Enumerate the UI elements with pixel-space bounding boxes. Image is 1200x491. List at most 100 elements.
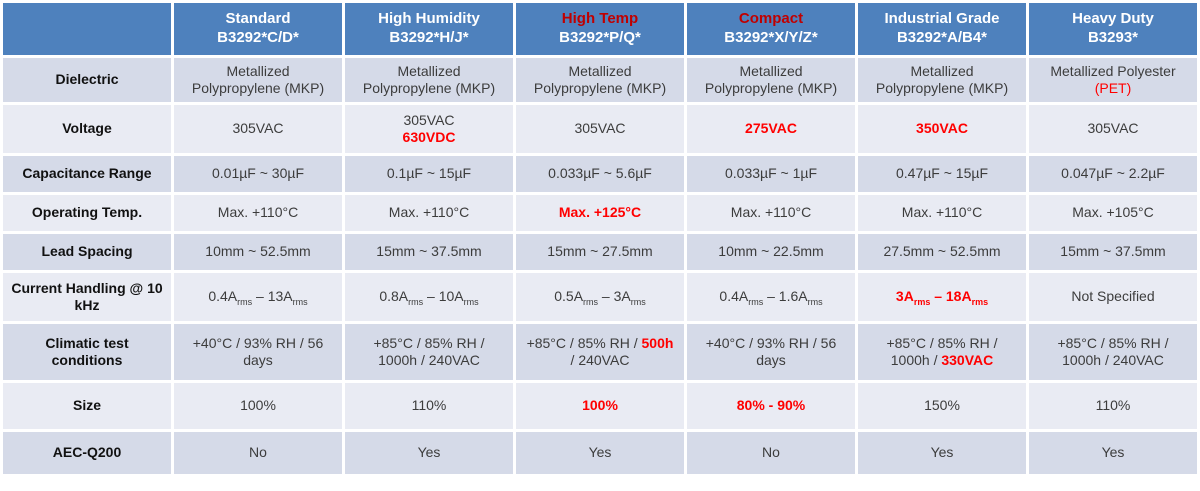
cell: 0.4Arms – 1.6Arms [687,273,855,321]
cell-text: 15mm ~ 27.5mm [547,243,653,260]
series-name: Compact [738,10,804,28]
cell-text: Max. +110°C [901,204,983,221]
cell: +85°C / 85% RH / 1000h / 330VAC [858,324,1026,380]
cell-text: Max. +105°C [1072,204,1154,221]
cell-text: 275VAC [745,120,797,137]
cell-text: – 18A [930,288,972,305]
cell: Yes [1029,432,1197,474]
cell-text: 630VDC [402,129,456,145]
cell: 10mm ~ 22.5mm [687,234,855,270]
cell-text: 15mm ~ 37.5mm [376,243,482,260]
capacitor-series-comparison-table: Standard B3292*C/D* High Humidity B3292*H/J… [3,3,1197,474]
series-part-number: B3292*C/D* [217,29,299,46]
cell-text: Metallized Polypropylene (MKP) [533,62,667,97]
series-part-number: B3292*H/J* [389,29,469,46]
series-name: Industrial Grade [884,10,1000,28]
cell-text: 0.033µF ~ 1µF [724,165,817,182]
cell-text: 10mm ~ 22.5mm [718,243,824,260]
cell-text: 0.033µF ~ 5.6µF [548,165,652,182]
series-name: Standard [225,10,291,28]
unit-subscript: rms [807,297,823,308]
series-name: High Humidity [378,10,480,28]
table-row: Dielectric Metallized Polypropylene (MKP)… [3,58,1197,102]
cell-text: 0.047µF ~ 2.2µF [1061,165,1165,182]
row-label: Current Handling @ 10 kHz [3,273,171,321]
table-row: Lead Spacing 10mm ~ 52.5mm 15mm ~ 37.5mm 15… [3,234,1197,270]
cell: +85°C / 85% RH / 500h / 240VAC [516,324,684,380]
series-part-number: B3292*X/Y/Z* [724,29,818,46]
series-name: Heavy Duty [1072,10,1154,28]
unit-subscript: rms [748,297,764,308]
cell: +40°C / 93% RH / 56 days [687,324,855,380]
cell-text: 80% - 90% [736,397,806,414]
cell-text: No [249,444,267,461]
cell: Max. +110°C [858,195,1026,231]
column-header-standard: Standard B3292*C/D* [174,3,342,55]
cell-text: – 3A [598,288,631,305]
cell-text: 500h [641,334,674,351]
cell: 0.047µF ~ 2.2µF [1029,156,1197,192]
cell: 0.8Arms – 10Arms [345,273,513,321]
series-part-number: B3292*P/Q* [559,29,641,46]
cell: 27.5mm ~ 52.5mm [858,234,1026,270]
cell-text: 27.5mm ~ 52.5mm [883,243,1001,260]
cell: 0.01µF ~ 30µF [174,156,342,192]
cell: Max. +125°C [516,195,684,231]
table-row: Current Handling @ 10 kHz 0.4Arms – 13Arm… [3,273,1197,321]
cell: Yes [858,432,1026,474]
column-header-industrial-grade: Industrial Grade B3292*A/B4* [858,3,1026,55]
cell: 15mm ~ 37.5mm [345,234,513,270]
cell: 10mm ~ 52.5mm [174,234,342,270]
cell-text: 100% [582,397,618,414]
unit-subscript: rms [971,297,989,308]
cell-text: Metallized Polyester [1050,62,1176,79]
cell: 305VAC [516,105,684,153]
cell-text: Yes [1101,444,1125,461]
cell-text: +85°C / 85% RH / 1000h / 240VAC [1057,334,1169,369]
cell-text: +85°C / 85% RH / 1000h / 240VAC [373,334,485,369]
header-row: Standard B3292*C/D* High Humidity B3292*H/J… [3,3,1197,55]
cell: Max. +105°C [1029,195,1197,231]
cell: Not Specified [1029,273,1197,321]
cell-text: 100% [240,397,276,414]
table-row: Climatic test conditions +40°C / 93% RH /… [3,324,1197,380]
cell: Metallized Polyester (PET) [1029,58,1197,102]
cell: 305VAC [1029,105,1197,153]
cell: 100% [516,383,684,429]
unit-subscript: rms [237,297,253,308]
cell: Max. +110°C [687,195,855,231]
cell-text: – 13A [252,288,293,305]
cell-text: No [762,444,780,461]
cell-text: Max. +110°C [730,204,812,221]
row-label: Lead Spacing [3,234,171,270]
cell: 0.033µF ~ 5.6µF [516,156,684,192]
cell: Max. +110°C [345,195,513,231]
cell-text: 305VAC [574,120,626,137]
cell: 305VAC 630VDC [345,105,513,153]
cell-text: 0.5A [554,288,584,305]
row-label: AEC-Q200 [3,432,171,474]
cell-text: 15mm ~ 37.5mm [1060,243,1166,260]
cell-text: 305VAC [403,111,455,128]
cell-text: 305VAC [232,120,284,137]
cell-text: Metallized Polypropylene (MKP) [362,62,496,97]
cell: +40°C / 93% RH / 56 days [174,324,342,380]
cell-text: 0.4A [208,288,238,305]
cell: 15mm ~ 27.5mm [516,234,684,270]
table-body: Dielectric Metallized Polypropylene (MKP)… [3,58,1197,474]
cell: 80% - 90% [687,383,855,429]
cell-text: 0.1µF ~ 15µF [386,165,472,182]
cell-text: 110% [1095,397,1131,414]
cell: +85°C / 85% RH / 1000h / 240VAC [1029,324,1197,380]
unit-subscript: rms [408,297,424,308]
column-header-heavy-duty: Heavy Duty B3293* [1029,3,1197,55]
cell-text: (PET) [1094,80,1132,96]
cell-text: Yes [417,444,441,461]
cell-text: 305VAC [1087,120,1139,137]
cell-text: Max. +110°C [217,204,299,221]
series-part-number: B3292*A/B4* [896,29,988,46]
cell-text: Not Specified [1071,288,1155,305]
row-label: Voltage [3,105,171,153]
table-row: AEC-Q200 No Yes Yes No Yes Yes [3,432,1197,474]
cell: Metallized Polypropylene (MKP) [345,58,513,102]
